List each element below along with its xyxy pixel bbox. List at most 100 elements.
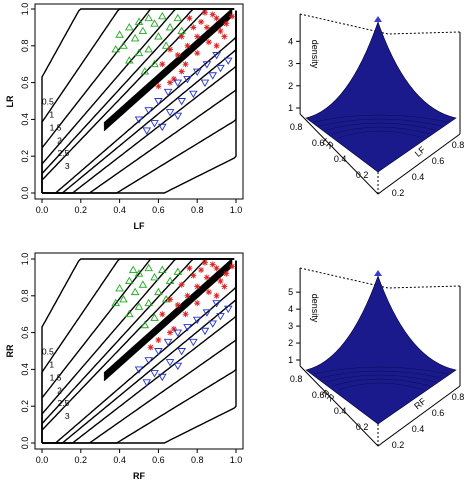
data-point-asterisk xyxy=(186,15,193,22)
plot-frame xyxy=(34,252,244,450)
contour-line xyxy=(42,260,237,444)
surface-peak xyxy=(374,270,382,276)
data-point-triangle-down xyxy=(183,324,192,332)
ry-tick-label: 0.2 xyxy=(356,170,369,180)
data-point-triangle-down xyxy=(183,75,192,84)
x-tick-label: 0.0 xyxy=(36,455,49,465)
data-point-triangle-up xyxy=(140,320,150,329)
x-tick-label: 1.0 xyxy=(230,455,243,465)
data-point-triangle-up xyxy=(134,17,144,25)
data-point-asterisk xyxy=(167,296,174,303)
x-tick-label: 0.8 xyxy=(191,455,204,465)
data-point-triangle-down xyxy=(134,116,144,124)
y-tick-label: 1.0 xyxy=(20,3,30,16)
x-tick-label: 0.8 xyxy=(191,205,204,215)
data-point-triangle-down xyxy=(157,123,167,132)
data-point-triangle-up xyxy=(115,284,124,292)
ry-tick-label: 0.4 xyxy=(334,154,347,164)
data-point-asterisk xyxy=(198,267,205,274)
data-point-triangle-up xyxy=(130,34,140,42)
surface-mesh-line xyxy=(326,122,437,131)
contour-ridge xyxy=(103,10,233,126)
contour-label: 1.5 xyxy=(50,122,62,132)
data-point-asterisk xyxy=(213,265,220,272)
data-point-triangle-down xyxy=(208,320,218,328)
x-tick-label: 1.0 xyxy=(230,205,243,215)
rx-tick-label: 0.2 xyxy=(392,188,405,198)
z-tick-label: 4 xyxy=(288,304,293,314)
contour-ridge xyxy=(103,260,233,376)
data-point-asterisk xyxy=(194,283,201,290)
data-point-triangle-up xyxy=(144,298,153,307)
data-point-asterisk xyxy=(213,292,220,299)
data-point-triangle-down xyxy=(154,348,163,356)
data-point-triangle-down xyxy=(216,64,225,73)
contour-label: 3 xyxy=(65,411,70,421)
data-point-asterisk xyxy=(155,336,162,343)
data-point-asterisk xyxy=(194,33,201,40)
data-point-triangle-up xyxy=(115,30,124,38)
data-point-triangle-up xyxy=(150,59,159,68)
plot-frame xyxy=(34,3,244,200)
y-tick-label: 0.4 xyxy=(20,113,30,126)
data-point-asterisk xyxy=(205,39,212,46)
y-tick-label: 0.0 xyxy=(20,437,30,450)
data-point-triangle-down xyxy=(223,57,233,65)
data-point-triangle-up xyxy=(111,298,121,307)
x-tick-label: 0.4 xyxy=(113,455,126,465)
data-point-triangle-down xyxy=(202,61,212,69)
y-axis-label: LR xyxy=(5,95,15,107)
data-point-triangle-up xyxy=(150,19,159,27)
data-point-triangle-up xyxy=(125,23,134,31)
data-point-triangle-down xyxy=(150,120,159,128)
z-tick-label: 3 xyxy=(288,321,293,331)
contour-line xyxy=(41,8,235,193)
data-point-triangle-down xyxy=(173,112,183,121)
y-tick-label: 0.8 xyxy=(20,290,30,303)
data-point-asterisk xyxy=(167,46,174,53)
data-point-asterisk xyxy=(209,11,216,18)
contour-label: 0.5 xyxy=(42,97,54,107)
data-point-triangle-up xyxy=(154,32,163,40)
contour-line xyxy=(42,10,237,194)
surface-mesh-line xyxy=(314,366,449,375)
data-point-triangle-up xyxy=(154,287,163,296)
data-point-triangle-down xyxy=(173,79,183,87)
contour-ridge xyxy=(103,11,233,127)
data-point-triangle-up xyxy=(150,273,159,281)
data-point-triangle-down xyxy=(208,72,218,80)
data-point-triangle-up xyxy=(165,23,175,31)
data-point-triangle-down xyxy=(200,327,210,336)
data-point-triangle-down xyxy=(192,316,202,325)
x-tick-label: 0.0 xyxy=(36,205,49,215)
contour-label: 1 xyxy=(49,110,54,120)
contour-line xyxy=(90,260,237,444)
z-tick-label: 2 xyxy=(288,81,293,91)
contour-line xyxy=(42,10,237,194)
contour-line xyxy=(90,10,237,194)
data-point-triangle-up xyxy=(173,267,183,275)
contour-ridge xyxy=(103,9,233,125)
data-point-asterisk xyxy=(223,270,230,277)
contour-ridge xyxy=(103,266,233,382)
data-point-asterisk xyxy=(201,259,208,266)
data-point-asterisk xyxy=(184,42,191,49)
surface-mesh-line xyxy=(332,126,431,135)
data-point-triangle-down xyxy=(144,107,153,115)
data-point-asterisk xyxy=(178,281,185,288)
z-axis-label: density xyxy=(310,294,320,323)
data-point-asterisk xyxy=(217,28,224,35)
surface-mesh-line xyxy=(320,370,443,379)
density-surface xyxy=(305,275,457,425)
x-axis-label: RF xyxy=(133,471,145,481)
data-point-triangle-up xyxy=(134,302,144,310)
data-point-triangle-up xyxy=(138,26,148,35)
ry-tick-label: 0.8 xyxy=(290,122,303,132)
data-point-asterisk xyxy=(190,24,197,31)
data-point-triangle-up xyxy=(134,48,144,57)
x-tick-label: 0.2 xyxy=(75,455,88,465)
surface-mesh-line xyxy=(338,382,425,391)
contour-label: 2.5 xyxy=(57,148,69,158)
contour-line xyxy=(41,258,235,443)
data-point-triangle-down xyxy=(154,98,163,106)
